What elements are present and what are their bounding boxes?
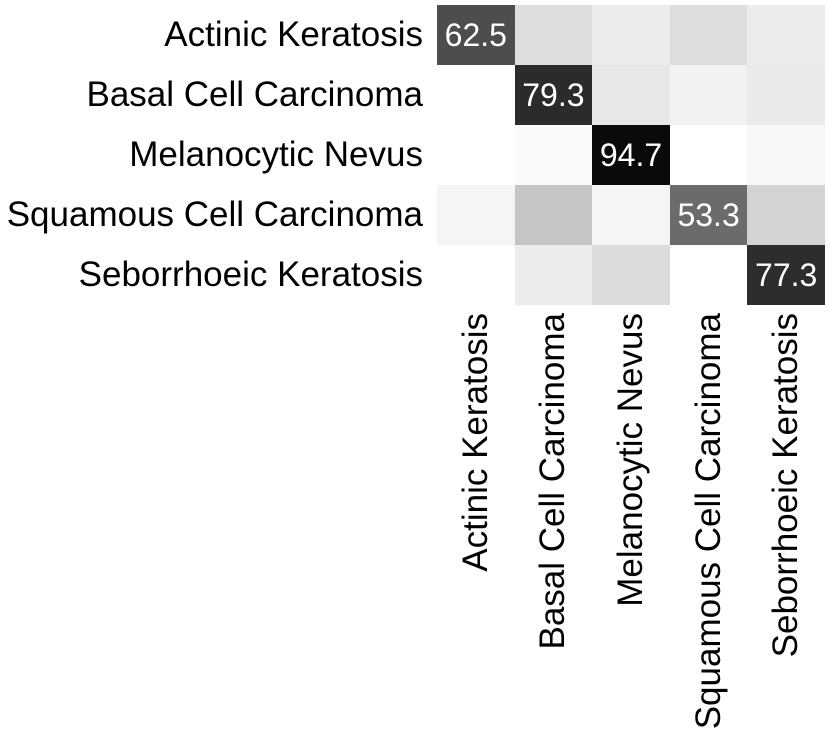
- heatmap-cell: [592, 185, 670, 245]
- heatmap-cell: [437, 185, 515, 245]
- y-tick-label: Seborrhoeic Keratosis: [78, 255, 423, 294]
- heatmap-cell: [747, 125, 825, 185]
- x-tick-label: Squamous Cell Carcinoma: [688, 313, 728, 730]
- heatmap-cell: [669, 65, 748, 125]
- heatmap-cell: [592, 5, 670, 65]
- cell-value-label: 77.3: [755, 257, 818, 293]
- heatmap-cell: [514, 245, 593, 305]
- y-tick-label: Squamous Cell Carcinoma: [6, 195, 423, 234]
- x-tick-label: Melanocytic Nevus: [611, 313, 650, 607]
- y-tick-label: Basal Cell Carcinoma: [86, 75, 423, 114]
- heatmap-cell: 77.3: [747, 245, 825, 305]
- x-tick-label: Basal Cell Carcinoma: [533, 313, 573, 650]
- cell-value-label: 62.5: [444, 17, 507, 53]
- y-axis-tick-labels: Actinic Keratosis Basal Cell Carcinoma Mel…: [0, 5, 423, 305]
- heatmap-cell: [747, 185, 825, 245]
- heatmap-cell: [669, 245, 748, 305]
- cell-value-label: 79.3: [522, 77, 585, 113]
- heatmap-cell: 79.3: [514, 65, 593, 125]
- x-tick-label: Seborrhoeic Keratosis: [766, 313, 806, 658]
- heatmap-cell: 53.3: [669, 185, 748, 245]
- heatmap-cell: [437, 245, 515, 305]
- heatmap-cell: 62.5: [437, 5, 515, 65]
- heatmap-cell: [747, 5, 825, 65]
- cell-value-label: 53.3: [677, 197, 740, 233]
- heatmap-cell: [592, 245, 670, 305]
- heatmap-cell: [437, 65, 515, 125]
- y-tick-label: Melanocytic Nevus: [129, 135, 423, 174]
- cell-value-label: 94.7: [599, 137, 663, 173]
- heatmap-cell: [514, 185, 593, 245]
- heatmap-cell: 94.7: [592, 125, 670, 185]
- heatmap-cell: [669, 125, 748, 185]
- heatmap-cell: [592, 65, 670, 125]
- heatmap-grid: 62.5 79.3 94.7 53.3 77.3: [437, 5, 825, 305]
- heatmap-cell: [437, 125, 515, 185]
- y-tick-label: Actinic Keratosis: [164, 15, 423, 54]
- heatmap-cell: [514, 5, 593, 65]
- heatmap-cell: [514, 125, 593, 185]
- x-tick-label: Actinic Keratosis: [455, 313, 495, 572]
- heatmap-cell: [747, 65, 825, 125]
- heatmap-cell: [669, 5, 748, 65]
